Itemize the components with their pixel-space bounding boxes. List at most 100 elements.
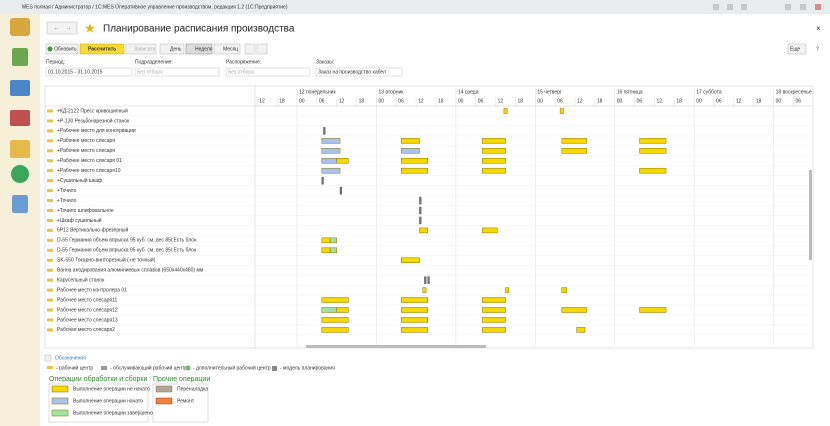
row-icon (47, 278, 53, 282)
filters: Период: 01.10.2015 - 31.10.2015 Подразде… (45, 59, 403, 77)
hour-label: 06 (478, 98, 484, 104)
row-icon (47, 129, 53, 133)
help[interactable]: ? (816, 46, 819, 52)
row-name: +Сушильный шкаф (57, 177, 102, 184)
hour-label: 00 (299, 98, 305, 104)
day-label: 17 суббота (696, 89, 722, 95)
day-button[interactable] (159, 43, 185, 55)
day-label: 14 среда (458, 89, 479, 95)
row-icon (47, 258, 53, 262)
operation-bar (321, 247, 331, 254)
hour-label: 06 (637, 98, 643, 104)
row-name: Рабочее место слесаря13 (57, 317, 118, 323)
operation-bar (639, 138, 667, 144)
refresh-button[interactable] (45, 43, 79, 55)
favorite-star[interactable]: ★ (84, 20, 96, 35)
sidebar-icons[interactable] (10, 18, 30, 213)
operation-bar (401, 257, 420, 263)
swatch (155, 397, 173, 405)
day-label: 15 четверг (537, 89, 562, 95)
row-icon (47, 119, 53, 123)
division-input[interactable] (134, 67, 220, 77)
legend-repair: Ремонт (177, 398, 195, 404)
orders-label: Заказы: (316, 59, 334, 65)
operation-bar (321, 317, 349, 323)
row-name: +Рабочее место слесаря10 (57, 168, 121, 174)
icon (47, 46, 53, 52)
toolbar: Обновить Рассчитать Записать День Неделя… (45, 43, 819, 55)
hour-label: 12 (259, 98, 265, 104)
legend-extra-center: - дополнительный рабочий центр (193, 364, 271, 371)
operation-bar (482, 158, 506, 164)
hour-label: 18 (517, 98, 523, 104)
legend-changeover: Переналадка (177, 386, 208, 392)
calculate-button[interactable] (79, 43, 125, 55)
legend-model: - модель планирования (280, 365, 335, 371)
close[interactable]: × (816, 24, 821, 33)
hour-label: 00 (696, 98, 702, 104)
gantt: 12 понедельник 13 вторник 14 среда 15 четве… (44, 85, 814, 349)
operation-bar (401, 158, 428, 164)
calculate-label: Рассчитать (88, 46, 116, 52)
operation-bar (639, 167, 667, 174)
order-input[interactable] (225, 67, 311, 77)
icon-button[interactable] (244, 43, 256, 55)
row-icon (47, 298, 53, 302)
icon-button[interactable] (256, 43, 268, 55)
row-name: +Точило (57, 188, 77, 194)
hour-label: 00 (378, 98, 384, 104)
operation-bar (559, 108, 564, 114)
row-name: Рабочее место слесаря11 (57, 297, 117, 303)
row-icon (47, 328, 53, 332)
operation-bar (561, 307, 587, 313)
week-button[interactable] (185, 43, 213, 55)
row-name: D-55 Германия объем впрыска 95 куб. см. … (57, 238, 197, 244)
hour-label: 12 (418, 98, 424, 104)
nav-buttons[interactable]: ← → (46, 21, 78, 35)
operation-bar (321, 307, 337, 313)
operation-bar (401, 167, 428, 174)
save-button[interactable] (125, 43, 157, 55)
operation-bar (339, 186, 342, 195)
row-name: +Точило шлифовальное (57, 208, 114, 214)
day-label: 18 воскресенье (776, 89, 812, 95)
orders-input[interactable] (315, 67, 403, 77)
division-value: Без отбора (137, 69, 163, 75)
hour-label: 18 (756, 98, 762, 104)
operation-bar (401, 297, 428, 303)
h-scrollbar[interactable] (306, 345, 486, 348)
hour-label: 18 (597, 98, 603, 104)
row-icon (47, 109, 53, 113)
row-icon (47, 139, 53, 143)
row-name: +Рабочее место слесаря 01 (57, 158, 122, 164)
operation-bar (561, 287, 568, 293)
hour-label: 12 (656, 98, 662, 104)
icon (272, 366, 277, 371)
hour-label: 06 (716, 98, 722, 104)
v-scrollbar[interactable] (809, 170, 812, 260)
period-input[interactable] (45, 67, 133, 77)
day-label: 16 пятница (617, 89, 643, 95)
collapse-toggle[interactable] (44, 354, 52, 362)
hour-label: 06 (398, 98, 404, 104)
operation-bar (424, 276, 427, 284)
month-button[interactable] (213, 43, 241, 55)
hour-label: 00 (537, 98, 543, 104)
window-controls[interactable] (713, 4, 821, 10)
hour-label: 06 (557, 98, 563, 104)
row-icon (47, 288, 53, 292)
day-label: День (170, 46, 182, 52)
operation-bar (401, 307, 428, 313)
operation-bar (482, 138, 506, 144)
hour-label: 06 (319, 98, 325, 104)
row-icon (47, 268, 53, 272)
operation-bar (401, 327, 428, 333)
legend-group2: Прочие операции (153, 376, 210, 383)
operation-bar (329, 247, 337, 254)
more-button[interactable] (787, 43, 807, 55)
legend-done: Выполнение операции завершено (73, 410, 153, 416)
row-icon (47, 179, 53, 183)
form-title: Планирование расписания производства (103, 24, 295, 35)
svg-text:→: → (66, 25, 71, 31)
